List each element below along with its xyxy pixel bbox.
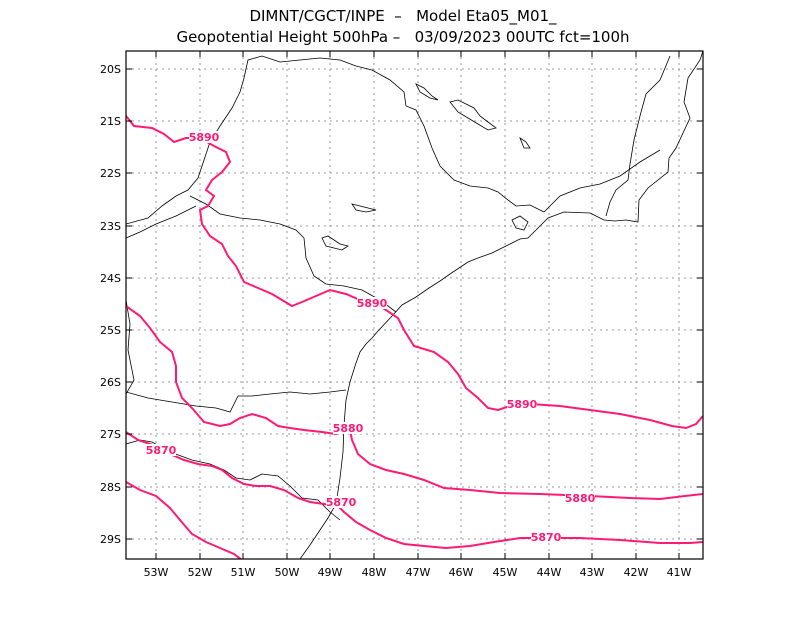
longitude-label: 53W: [144, 566, 169, 579]
gridlines: [126, 51, 703, 559]
state-border-pr-sp: [189, 195, 397, 313]
state-border-rj: [543, 149, 661, 213]
state-border-mg-rj: [605, 55, 671, 217]
contour-5880: [126, 305, 703, 501]
contour-label-mask: [146, 444, 176, 456]
title-line-2: Geopotential Height 500hPa – 03/09/2023 …: [176, 28, 630, 46]
contour-label-c5880-b: 5880: [565, 492, 596, 505]
contour-label-c5890-a: 5890: [189, 131, 220, 144]
lake-2: [321, 235, 349, 251]
contour-label-c5870-a: 5870: [146, 444, 177, 457]
coastline: [299, 51, 703, 559]
contour-label-c5870-b: 5870: [326, 496, 357, 509]
longitude-label: 51W: [231, 566, 256, 579]
latitude-label: 23S: [100, 220, 121, 233]
contour-5890-west: [126, 115, 703, 430]
latitude-label: 27S: [100, 428, 121, 441]
island-1: [511, 215, 529, 231]
contour-labels: 5890 5890 5890 5880 5880 5870 5870 5870: [146, 131, 596, 544]
longitude-label: 44W: [537, 566, 562, 579]
longitude-label: 41W: [667, 566, 692, 579]
country-border-west: [126, 299, 135, 395]
lake-5: [519, 136, 531, 149]
contour-label-mask: [189, 131, 219, 143]
contour-label-c5880-a: 5880: [333, 422, 364, 435]
latitude-label: 29S: [100, 533, 121, 546]
longitude-labels: 53W 52W 51W 50W 49W 48W 47W 46W 45W 44W 43W 42W 41W: [144, 566, 692, 579]
contour-lines: [126, 115, 703, 559]
longitude-label: 47W: [406, 566, 431, 579]
latitude-label: 24S: [100, 272, 121, 285]
longitude-label: 43W: [580, 566, 605, 579]
latitude-labels: 20S 21S 22S 23S 24S 25S 26S 27S 28S 29S: [100, 63, 121, 546]
title-line-1: DIMNT/CGCT/INPE – Model Eta05_M01_: [249, 7, 557, 25]
latitude-label: 28S: [100, 481, 121, 494]
contour-label-c5890-b: 5890: [357, 297, 388, 310]
map-frame: [125, 50, 704, 560]
lake-1: [449, 99, 497, 131]
state-border-pr-sc: [126, 389, 347, 413]
latitude-label: 26S: [100, 376, 121, 389]
longitude-label: 50W: [275, 566, 300, 579]
contour-5870-sw: [126, 481, 243, 559]
latitude-label: 21S: [100, 115, 121, 128]
lake-4: [415, 83, 439, 101]
latitude-label: 22S: [100, 167, 121, 180]
contour-label-c5870-c: 5870: [531, 531, 562, 544]
political-borders: [126, 51, 703, 559]
state-border-ms: [126, 205, 197, 239]
contour-label-mask: [333, 422, 363, 434]
latitude-label: 25S: [100, 324, 121, 337]
contour-label-mask: [565, 492, 595, 504]
contour-label-c5890-c: 5890: [507, 398, 538, 411]
contour-label-mask: [326, 496, 356, 508]
longitude-label: 49W: [318, 566, 343, 579]
longitude-label: 52W: [188, 566, 213, 579]
longitude-label: 46W: [449, 566, 474, 579]
state-border-north: [126, 55, 545, 225]
latitude-label: 20S: [100, 63, 121, 76]
longitude-label: 48W: [362, 566, 387, 579]
contour-label-mask: [357, 297, 387, 309]
axis-ticks: [126, 51, 703, 559]
contour-5870: [126, 431, 703, 550]
longitude-label: 42W: [624, 566, 649, 579]
lake-3: [351, 203, 377, 213]
contour-label-mask: [531, 531, 561, 543]
longitude-label: 45W: [493, 566, 518, 579]
contour-label-mask: [507, 398, 537, 410]
